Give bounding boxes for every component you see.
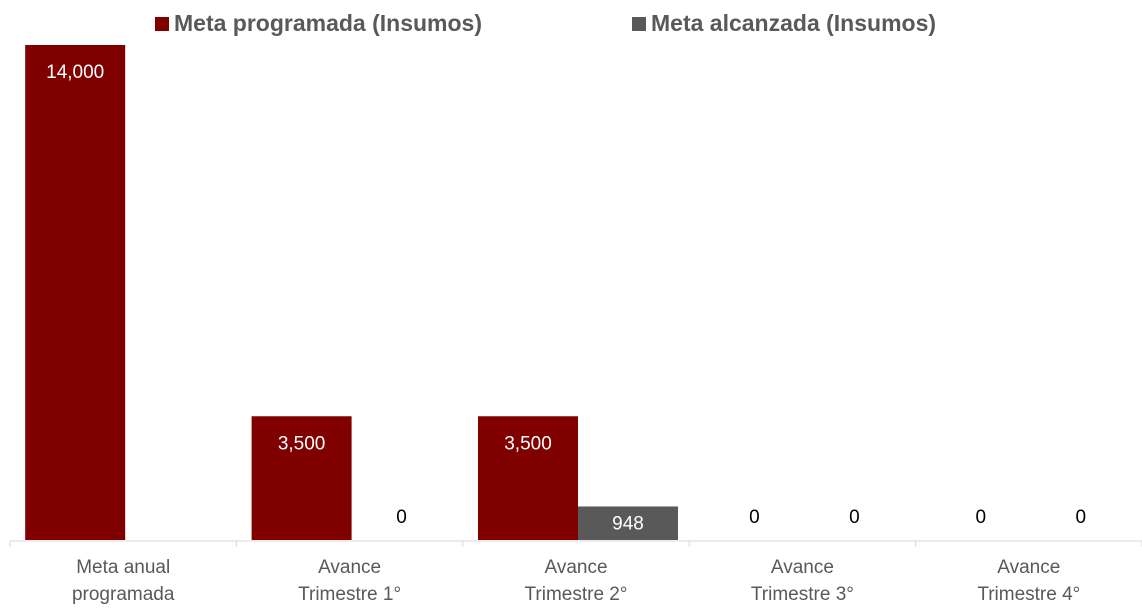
- x-tick-label-line: Trimestre 3°: [751, 584, 854, 605]
- data-label: 0: [749, 507, 760, 528]
- bar: [25, 45, 126, 540]
- bar: [578, 506, 678, 540]
- x-tick-label-line: Avance: [318, 557, 381, 578]
- x-tick-label: Avance Trimestre 1°: [298, 557, 401, 605]
- data-label: 0: [976, 507, 987, 528]
- x-tick-label-line: Trimestre 4°: [977, 584, 1080, 605]
- x-tick-label-line: programada: [72, 584, 175, 605]
- x-tick-label: Meta anual programada: [72, 557, 175, 605]
- bar: [251, 416, 352, 540]
- x-tick-label-line: Avance: [544, 557, 607, 578]
- bar: [478, 416, 578, 540]
- data-label: 0: [849, 507, 860, 528]
- data-label: 948: [612, 513, 644, 534]
- x-tick-label: Avance Trimestre 2°: [525, 557, 628, 605]
- x-tick-label: Avance Trimestre 3°: [751, 557, 854, 605]
- data-label: 14,000: [46, 62, 104, 83]
- x-tick-label-line: Meta anual: [76, 557, 170, 578]
- x-tick-label-line: Avance: [997, 557, 1060, 578]
- x-tick-label-line: Trimestre 2°: [525, 584, 628, 605]
- data-label: 3,500: [504, 433, 552, 454]
- data-label: 0: [1076, 507, 1087, 528]
- x-tick-label: Avance Trimestre 4°: [977, 557, 1080, 605]
- legend-label: Meta programada (Insumos): [174, 10, 482, 36]
- legend-label: Meta alcanzada (Insumos): [651, 10, 936, 36]
- data-label: 3,500: [278, 433, 326, 454]
- legend-swatch: [632, 17, 646, 31]
- legend-swatch: [155, 17, 169, 31]
- data-label: 0: [396, 507, 407, 528]
- x-tick-label-line: Avance: [771, 557, 834, 578]
- x-tick-label-line: Trimestre 1°: [298, 584, 401, 605]
